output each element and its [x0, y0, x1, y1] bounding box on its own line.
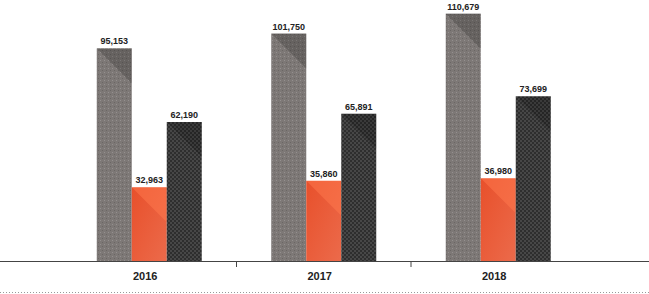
bottom-rule — [0, 292, 649, 293]
x-tick-label: 2018 — [482, 270, 506, 282]
bar — [516, 96, 551, 261]
bar-shade — [516, 96, 551, 131]
bar — [167, 122, 202, 261]
bar-shade — [97, 48, 132, 83]
bar-shade — [167, 122, 202, 157]
chart: 95,153 32,963 62,190 101,750 35,860 65,891 110… — [0, 0, 649, 294]
data-label: 95,153 — [100, 36, 128, 46]
x-tick-label: 2016 — [133, 270, 157, 282]
bar — [446, 14, 481, 261]
bar — [306, 181, 341, 261]
bar-shade — [132, 187, 167, 222]
bar — [271, 34, 306, 261]
data-label: 36,980 — [484, 166, 512, 176]
bar-shade — [306, 181, 341, 216]
bar-shade — [446, 14, 481, 49]
bars — [97, 14, 551, 261]
bar-shade — [341, 114, 376, 149]
bar-shade — [271, 34, 306, 69]
bar — [481, 178, 516, 261]
bar — [132, 187, 167, 261]
x-axis — [0, 261, 649, 262]
data-labels: 95,153 32,963 62,190 101,750 35,860 65,891 110… — [100, 2, 547, 186]
bar — [97, 48, 132, 261]
data-label: 73,699 — [519, 84, 547, 94]
data-label: 62,190 — [170, 110, 198, 120]
data-label: 35,860 — [310, 169, 338, 179]
separator — [236, 261, 237, 267]
data-label: 32,963 — [135, 175, 163, 185]
separator — [411, 261, 412, 267]
bar — [341, 114, 376, 261]
x-tick-label: 2017 — [308, 270, 332, 282]
bar-shade — [481, 178, 516, 213]
data-label: 101,750 — [272, 22, 305, 32]
data-label: 110,679 — [447, 2, 479, 12]
data-label: 65,891 — [345, 102, 373, 112]
